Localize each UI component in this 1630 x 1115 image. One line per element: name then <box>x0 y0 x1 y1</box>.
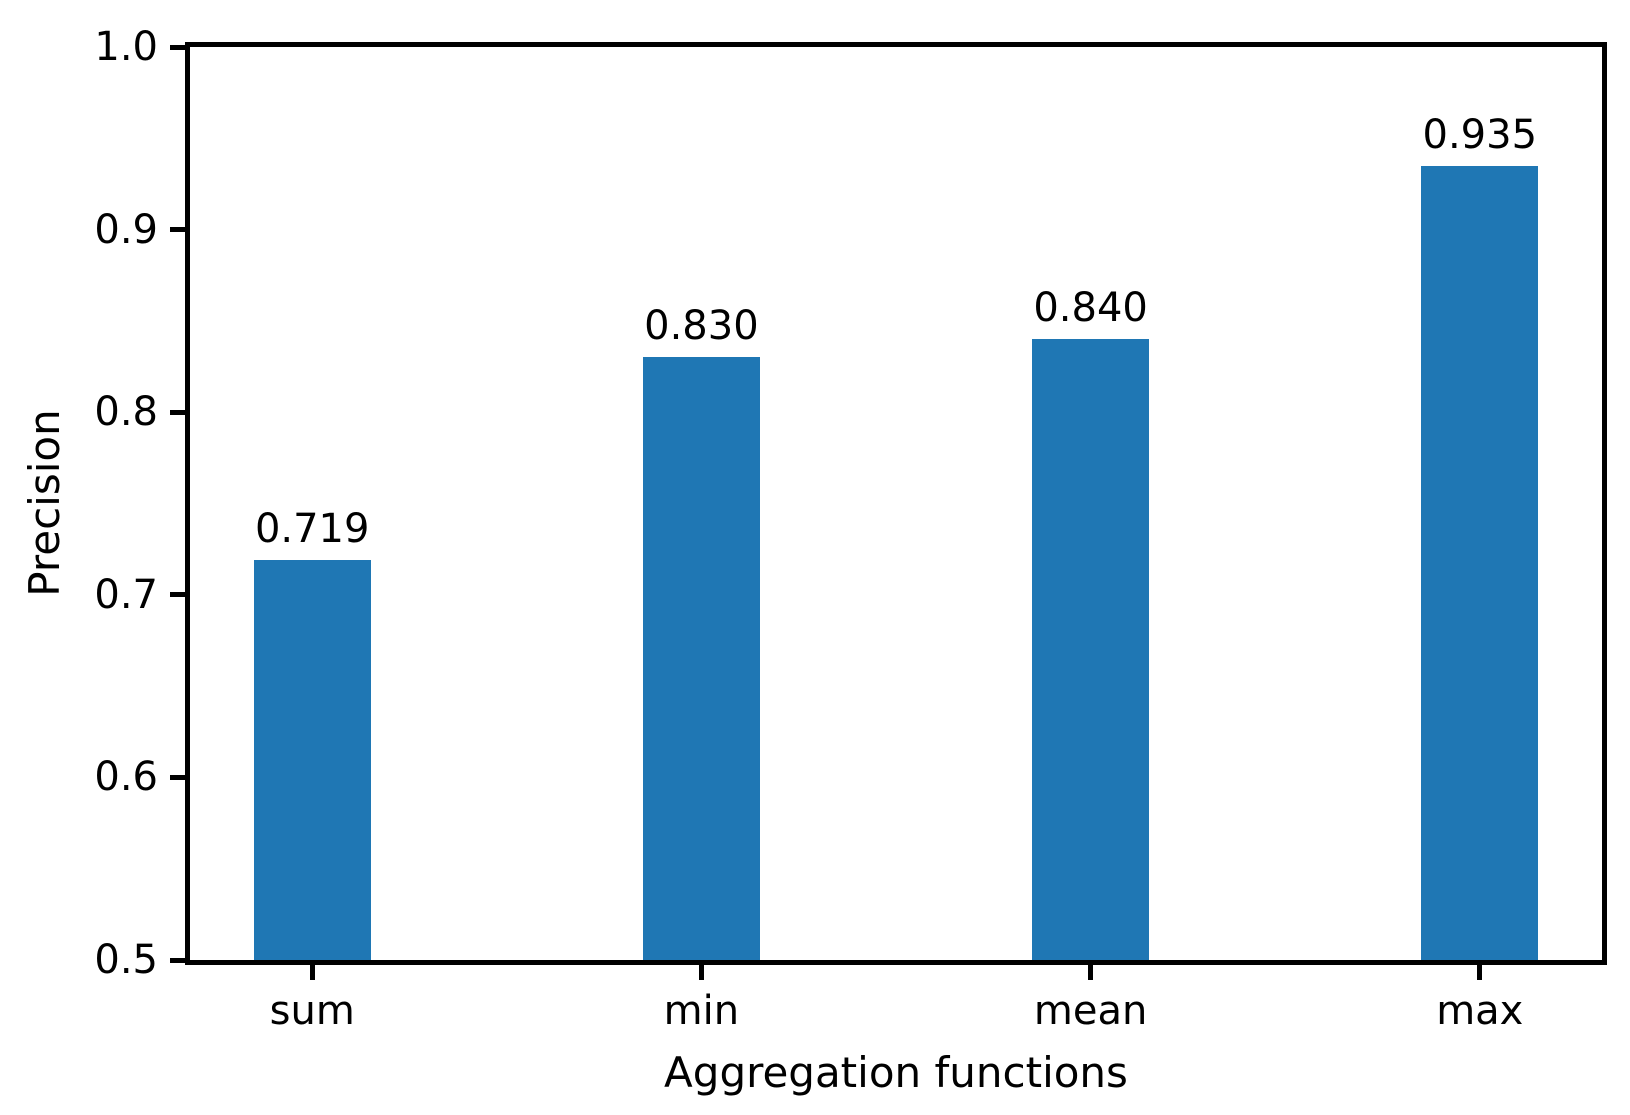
x-tick-mark <box>698 965 704 980</box>
bar-value-label: 0.719 <box>254 506 370 553</box>
y-tick-mark <box>170 774 185 780</box>
bar-mean <box>1032 339 1149 960</box>
y-tick-label-0.8: 0.8 <box>94 389 158 436</box>
y-tick-mark <box>170 44 185 50</box>
bar-sum <box>253 560 371 960</box>
y-tick-label-0.7: 0.7 <box>94 571 158 618</box>
x-axis-label: Aggregation functions <box>664 1048 1128 1097</box>
x-tick-label-mean: mean <box>1033 988 1148 1034</box>
bar-min <box>643 357 760 960</box>
x-tick-label-min: min <box>663 988 740 1034</box>
bar-value-label: 0.935 <box>1422 111 1538 158</box>
x-tick-label-max: max <box>1436 988 1524 1034</box>
y-tick-label-1.0: 1.0 <box>94 24 158 70</box>
y-tick-label-0.9: 0.9 <box>94 206 158 253</box>
y-tick-label-0.5: 0.5 <box>94 937 158 983</box>
y-tick-mark <box>170 592 185 598</box>
x-tick-mark <box>309 965 315 980</box>
plot-area <box>185 42 1607 965</box>
y-axis-label: Precision <box>20 409 69 597</box>
x-tick-mark <box>1477 965 1483 980</box>
x-tick-label-sum: sum <box>269 988 355 1034</box>
y-tick-mark <box>170 957 185 963</box>
y-tick-mark <box>170 409 185 415</box>
bar-max <box>1421 165 1539 960</box>
y-tick-mark <box>170 227 185 233</box>
bar-value-label: 0.840 <box>1033 285 1148 332</box>
bar-value-label: 0.830 <box>644 303 759 350</box>
y-tick-label-0.6: 0.6 <box>94 754 158 801</box>
x-tick-mark <box>1088 965 1094 980</box>
